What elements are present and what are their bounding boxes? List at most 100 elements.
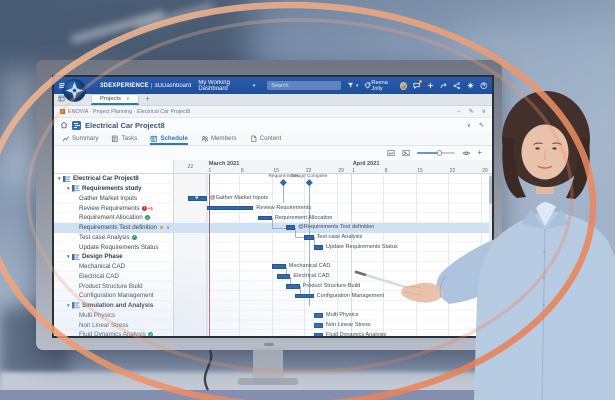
gantt-bar[interactable] <box>206 205 254 211</box>
task-label: Multi Physics <box>79 311 116 319</box>
task-label: Requirements Test definition <box>79 224 157 232</box>
task-row[interactable]: ▾ Design Phase <box>54 252 173 262</box>
compass-logo-icon[interactable] <box>63 79 86 102</box>
gantt-bar-label: @Requirements Test definition <box>298 224 375 231</box>
tab-label: Summary <box>72 135 99 142</box>
timeline-header: 22 March 2021 1 8 15 22 29 April 2021 1 8 15 22 29 <box>174 160 492 174</box>
tab-label: Schedule <box>160 135 188 142</box>
forward-icon[interactable] <box>440 82 448 90</box>
user-name[interactable]: Reena Jolly <box>371 79 388 92</box>
task-label: Requirement Allocation <box>79 214 143 222</box>
row-menu-icon[interactable]: ∨ <box>166 224 170 230</box>
task-row[interactable]: ▾ Requirements study <box>54 184 173 194</box>
tick-label: 1 <box>352 167 356 174</box>
task-label: Test case Analysis <box>79 233 130 241</box>
gantt-bar[interactable] <box>271 264 286 270</box>
scrollbar-thumb[interactable] <box>489 176 492 204</box>
gantt-canvas: @Gather Market Inputs ➤ Review Requirement… <box>173 174 492 336</box>
tab-label: Content <box>259 135 282 142</box>
members-icon <box>201 135 209 143</box>
task-row[interactable]: Gather Market Inputs <box>54 194 173 204</box>
gantt-bar[interactable] <box>285 283 300 289</box>
avatar[interactable] <box>399 81 407 90</box>
home-icon[interactable] <box>60 121 68 129</box>
chevron-down-icon[interactable]: ∨ <box>481 109 486 115</box>
vertical-scrollbar[interactable] <box>489 174 492 336</box>
share-icon[interactable] <box>453 82 461 90</box>
minimize-icon[interactable]: − <box>457 108 461 115</box>
task-row[interactable]: Requirements Test definition ∨ <box>54 222 173 233</box>
milestone-diamond[interactable] <box>305 179 313 186</box>
task-row[interactable]: Review Requirements! +1 <box>54 203 173 213</box>
document-icon <box>250 135 258 143</box>
gantt-bar[interactable] <box>304 235 314 240</box>
help-icon[interactable] <box>480 82 488 90</box>
task-row[interactable]: Mechanical CAD <box>54 262 173 272</box>
tab-content[interactable]: Content <box>250 132 282 145</box>
dependency-line <box>295 227 297 238</box>
dashboard-selector[interactable]: My Working Dashboard <box>198 79 230 92</box>
task-row[interactable]: ▾ Simulation and Analysis <box>54 301 173 311</box>
tab-label: Members <box>210 135 237 142</box>
chat-icon[interactable] <box>413 80 422 90</box>
breadcrumb-bar: ENOVIA · Project Planning · Electrical C… <box>54 106 492 118</box>
tab-projects[interactable]: Projects ∨ <box>91 94 139 105</box>
gantt-bar[interactable] <box>313 313 323 318</box>
tag-icon[interactable] <box>364 82 371 89</box>
add-icon[interactable] <box>427 82 434 89</box>
gantt-bar[interactable] <box>313 244 323 250</box>
dependency-line <box>271 227 286 229</box>
frame-view-icon[interactable] <box>402 149 410 157</box>
add-task-button[interactable]: + <box>477 148 482 157</box>
gantt-bar[interactable] <box>257 215 272 221</box>
new-tab-button[interactable]: + <box>145 96 150 103</box>
zoom-slider[interactable] <box>416 150 455 156</box>
task-label: Fluid Dynamics Analysis <box>79 331 146 338</box>
task-label: Configuration Management <box>79 292 154 300</box>
filter-icon[interactable]: ▾ <box>347 82 358 89</box>
apps-icon[interactable] <box>467 82 474 89</box>
tab-schedule[interactable]: Schedule <box>150 132 188 145</box>
task-row[interactable]: Electrical CAD <box>54 272 173 282</box>
tabstrip: Projects ∨ + <box>54 94 492 106</box>
collapse-icon[interactable]: ∨ <box>466 122 471 129</box>
zoom-slider-thumb[interactable] <box>436 150 443 156</box>
ceiling-light <box>135 3 215 30</box>
edit-icon[interactable]: ✎ <box>478 122 484 129</box>
task-row[interactable]: Multi Physics <box>54 311 173 321</box>
expander-icon[interactable]: ▾ <box>67 185 70 192</box>
dependency-line <box>295 237 305 239</box>
task-row[interactable]: Product Structure Build <box>54 281 173 291</box>
edit-icon[interactable]: ✎ <box>468 109 474 115</box>
brand-name: 3DEXPERIENCE <box>100 82 149 89</box>
task-row[interactable]: Configuration Management <box>54 291 173 301</box>
breadcrumb[interactable]: ENOVIA · Project Planning · Electrical C… <box>68 108 191 115</box>
tab-summary[interactable]: Summary <box>62 132 98 145</box>
task-row[interactable]: Update Requirements Status <box>54 242 173 252</box>
task-row[interactable]: Test case Analysis ✓ <box>54 233 173 243</box>
task-label: Gather Market Inputs <box>79 194 138 202</box>
task-row[interactable]: Non Linear Stress <box>54 320 173 330</box>
task-row[interactable]: Requirement Allocation ✓ <box>54 213 173 223</box>
expander-icon[interactable]: ▾ <box>67 302 70 309</box>
gantt-bar[interactable] <box>313 332 323 336</box>
expander-icon[interactable]: ▾ <box>67 253 70 260</box>
expander-icon[interactable]: ▾ <box>58 175 61 182</box>
gantt-bar[interactable] <box>276 274 291 279</box>
gantt-bar-label: Multi Physics <box>325 312 359 319</box>
task-row[interactable]: Fluid Dynamics Analysis ✓ <box>54 330 173 338</box>
tab-tasks[interactable]: Tasks <box>111 132 137 145</box>
show-hide-icon[interactable] <box>462 149 471 158</box>
fit-view-icon[interactable] <box>387 149 395 157</box>
gantt-bar[interactable] <box>285 225 296 230</box>
task-label: Review Requirements <box>79 204 140 212</box>
tab-members[interactable]: Members <box>201 132 237 145</box>
gantt-bar[interactable] <box>295 293 314 299</box>
gantt-bar-label: @Gather Market Inputs <box>209 195 269 201</box>
search-input[interactable]: Search <box>267 81 341 90</box>
gantt-bar[interactable] <box>313 323 323 328</box>
milestone-diamond[interactable] <box>280 179 287 186</box>
task-row[interactable]: ▾ Electrical Car Project8 <box>54 174 173 184</box>
app-tabs: Summary Tasks Schedule Members Content <box>54 132 492 146</box>
enovia-icon <box>60 109 65 114</box>
